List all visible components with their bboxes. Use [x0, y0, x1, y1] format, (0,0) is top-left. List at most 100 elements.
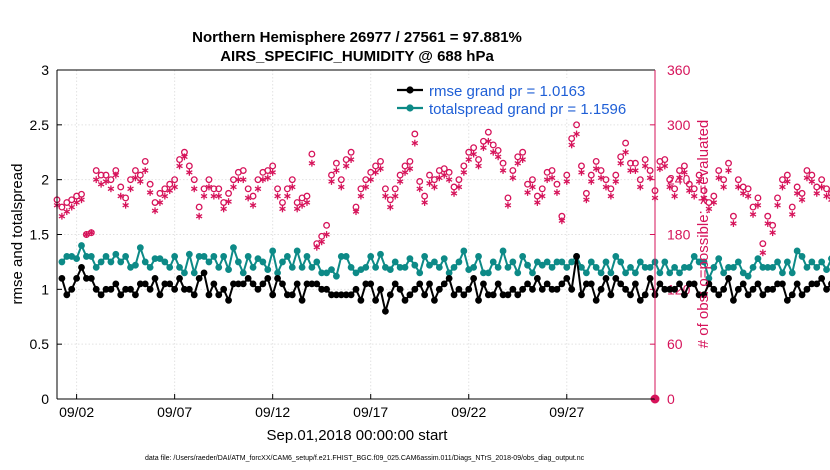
obs-possible-point: [783, 171, 791, 179]
obs-evaluated-point: [509, 174, 517, 182]
obs-possible-point: [332, 159, 340, 167]
totalspread-point: [450, 264, 458, 271]
obs-evaluated-point: [769, 229, 776, 237]
rmse-point: [568, 285, 576, 293]
obs-evaluated-point: [813, 189, 821, 197]
obs-possible-point: [788, 203, 796, 211]
totalspread-point: [406, 255, 414, 263]
rmse-point: [813, 280, 821, 288]
totalspread-point: [411, 261, 419, 269]
totalspread-point: [435, 264, 443, 271]
obs-evaluated-point: [396, 178, 404, 185]
obs-evaluated-point: [803, 174, 811, 182]
obs-evaluated-point: [529, 183, 536, 191]
obs-evaluated-point: [573, 130, 580, 138]
legend-rmse-marker: [406, 86, 414, 94]
obs-evaluated-point: [338, 183, 345, 191]
obs-possible-point: [808, 171, 816, 179]
rmse-point: [386, 291, 394, 299]
obs-evaluated-point: [171, 183, 178, 191]
y-right-tick-label: 360: [667, 62, 691, 78]
obs-evaluated-point: [808, 178, 816, 185]
legend-rmse-label: rmse grand pr = 1.0163: [429, 83, 585, 100]
rmse-point: [529, 285, 536, 293]
obs-evaluated-point: [200, 192, 208, 200]
obs-possible-point: [573, 121, 581, 129]
totalspread-point: [769, 264, 777, 271]
obs-evaluated-point: [779, 183, 786, 191]
totalspread-point: [367, 253, 375, 260]
obs-evaluated-point: [818, 183, 825, 191]
totalspread-point: [112, 250, 120, 258]
obs-evaluated-point: [293, 205, 301, 213]
obs-evaluated-point: [568, 141, 575, 149]
obs-evaluated-point: [83, 231, 90, 238]
obs-possible-point: [631, 159, 639, 167]
obs-evaluated-point: [367, 176, 374, 184]
obs-possible-point: [102, 171, 110, 179]
obs-possible-point: [411, 130, 419, 138]
obs-evaluated-point: [759, 249, 767, 257]
obs-possible-point: [440, 165, 448, 173]
rmse-point: [431, 296, 438, 304]
totalspread-point: [249, 264, 257, 271]
obs-evaluated-point: [798, 196, 806, 204]
obs-possible-point: [764, 212, 772, 220]
rmse-point: [269, 291, 277, 299]
totalspread-point: [592, 264, 600, 271]
y-right-tick-label: 0: [667, 391, 675, 407]
obs-evaluated-point: [823, 192, 830, 200]
rmse-point: [519, 285, 527, 293]
totalspread-point: [779, 269, 786, 277]
obs-possible-point: [362, 176, 370, 184]
totalspread-point: [813, 264, 821, 271]
obs-possible-point: [426, 171, 433, 179]
obs-evaluated-point: [460, 168, 468, 176]
totalspread-point: [313, 258, 321, 266]
obs-possible-point: [455, 176, 463, 184]
obs-possible-point: [347, 148, 355, 156]
totalspread-point: [308, 264, 316, 271]
obs-possible-point: [729, 212, 737, 220]
obs-evaluated-point: [190, 185, 198, 193]
rmse-point: [612, 274, 620, 282]
totalspread-point: [107, 258, 115, 266]
totalspread-point: [818, 258, 826, 266]
totalspread-point: [386, 266, 394, 273]
obs-evaluated-point: [725, 167, 732, 174]
obs-evaluated-point: [259, 176, 267, 184]
y-right-tick-label: 180: [667, 227, 691, 243]
obs-evaluated-point: [641, 162, 649, 170]
rmse-point: [455, 285, 463, 293]
rmse-point: [249, 280, 257, 288]
rmse-point: [156, 291, 164, 299]
totalspread-point: [578, 264, 585, 271]
totalspread-point: [582, 269, 590, 277]
obs-evaluated-point: [431, 183, 438, 191]
obs-possible-point: [156, 189, 164, 197]
obs-evaluated-point: [421, 199, 428, 206]
obs-possible-point: [141, 157, 149, 165]
obs-evaluated-point: [308, 159, 316, 167]
rmse-point: [146, 285, 154, 293]
legend-spread-label: totalspread grand pr = 1.1596: [429, 101, 626, 118]
obs-possible-point: [470, 144, 478, 152]
obs-possible-point: [778, 176, 786, 184]
obs-evaluated-point: [519, 156, 526, 163]
obs-evaluated-point: [720, 183, 727, 191]
obs-evaluated-point: [220, 205, 227, 213]
rmse-point: [553, 285, 561, 293]
rmse-point: [185, 285, 193, 293]
obs-possible-point: [754, 194, 762, 202]
rmse-point: [205, 291, 213, 299]
rmse-point: [357, 296, 365, 304]
rmse-point: [700, 291, 708, 299]
rmse-point: [617, 280, 625, 288]
y-left-tick-label: 2.5: [30, 117, 50, 133]
rmse-point: [151, 274, 159, 282]
rmse-point: [578, 291, 585, 299]
rmse-point: [465, 285, 473, 293]
obs-possible-point: [372, 162, 380, 170]
rmse-point: [450, 291, 458, 299]
